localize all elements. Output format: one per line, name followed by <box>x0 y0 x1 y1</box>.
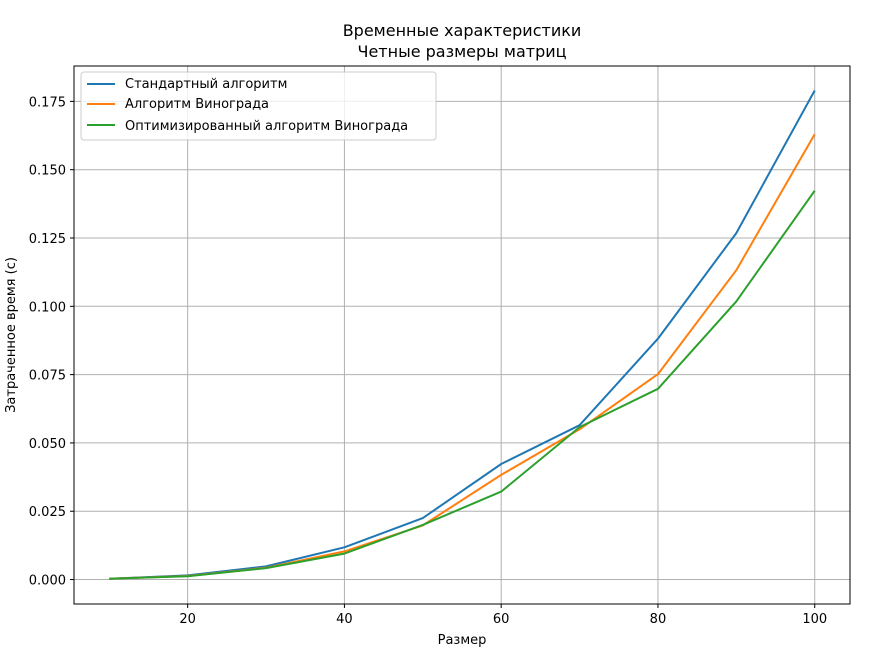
x-tick-label: 40 <box>336 612 353 627</box>
x-axis-ticks: 20 40 60 80 100 <box>179 604 827 627</box>
y-tick-label: 0.050 <box>29 437 66 452</box>
grid <box>74 66 850 604</box>
legend: Стандартный алгоритм Алгоритм Винограда … <box>80 71 437 141</box>
y-tick-label: 0.175 <box>29 95 66 110</box>
x-tick-label: 60 <box>493 612 510 627</box>
series-line-optimized-winograd <box>109 190 816 580</box>
x-tick-label: 100 <box>802 612 827 627</box>
y-tick-label: 0.100 <box>29 300 66 315</box>
y-tick-label: 0.025 <box>29 505 66 520</box>
legend-label-optimized-winograd: Оптимизированный алгоритм Винограда <box>125 119 408 134</box>
x-tick-label: 80 <box>650 612 667 627</box>
plot-frame <box>73 65 851 605</box>
chart-subtitle: Четные размеры матриц <box>357 42 566 61</box>
y-tick-label: 0.125 <box>29 232 66 247</box>
y-axis-ticks: 0.000 0.025 0.050 0.075 0.100 0.125 0.150 0.175 <box>29 95 74 589</box>
y-tick-label: 0.150 <box>29 164 66 179</box>
chart-title: Временные характеристики <box>343 21 582 40</box>
series-lines <box>109 90 816 580</box>
y-axis-label: Затраченное время (с) <box>4 257 19 413</box>
legend-label-winograd: Алгоритм Винограда <box>125 97 269 112</box>
x-tick-label: 20 <box>179 612 196 627</box>
legend-label-standard: Стандартный алгоритм <box>125 77 287 92</box>
y-tick-label: 0.075 <box>29 369 66 384</box>
legend-box <box>80 71 437 141</box>
x-axis-label: Размер <box>438 633 487 648</box>
y-tick-label: 0.000 <box>29 574 66 589</box>
